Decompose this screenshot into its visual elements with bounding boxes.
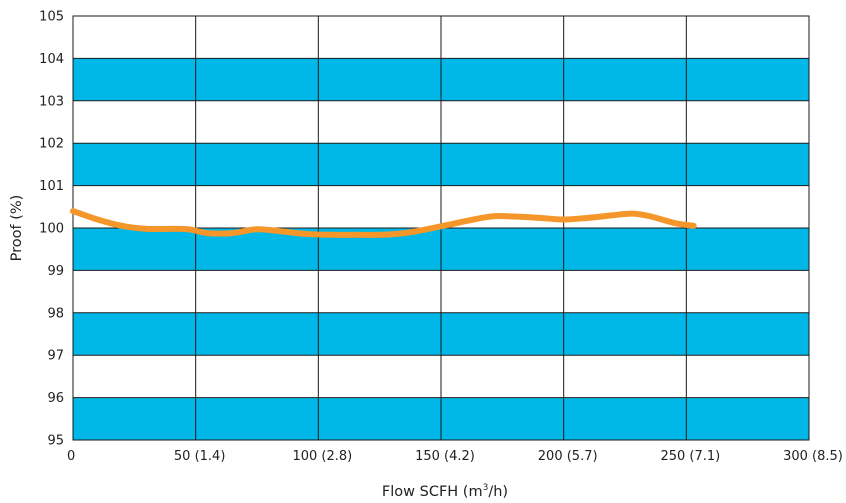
- x-tick-label-4: 200 (5.7): [538, 449, 598, 464]
- y-tick-label-0: 105: [39, 10, 64, 25]
- x-tick-label-1: 50 (1.4): [174, 449, 226, 464]
- y-tick-label-7: 98: [47, 306, 64, 321]
- x-tick-label-0: 0: [67, 449, 75, 464]
- y-tick-label-6: 99: [47, 264, 64, 279]
- y-tick-label-4: 101: [39, 179, 64, 194]
- x-tick-label-2: 100 (2.8): [292, 449, 352, 464]
- x-axis-label: Flow SCFH (m3/h): [382, 483, 508, 500]
- x-tick-label-3: 150 (4.2): [415, 449, 475, 464]
- x-tick-label-6: 300 (8.5): [783, 449, 843, 464]
- y-tick-label-8: 97: [47, 349, 64, 364]
- y-tick-label-3: 102: [39, 137, 64, 152]
- x-tick-labels: 0 50 (1.4) 100 (2.8) 150 (4.2) 200 (5.7) 250 …: [67, 449, 843, 464]
- y-tick-label-10: 95: [47, 434, 64, 449]
- series-line-0: [70, 208, 697, 238]
- y-axis-label: Proof (%): [9, 195, 25, 262]
- plot-grid: [72, 15, 810, 441]
- plot-series: [70, 208, 697, 238]
- y-tick-labels: 105 104 103 102 101 100 99 98 97 96 95: [39, 10, 64, 449]
- y-tick-label-9: 96: [47, 391, 64, 406]
- x-axis-label-main: Flow SCFH (m: [382, 484, 483, 500]
- plot-frame: [72, 15, 810, 441]
- y-tick-label-5: 100: [39, 222, 64, 237]
- x-tick-label-5: 250 (7.1): [660, 449, 720, 464]
- y-tick-label-2: 103: [39, 94, 64, 109]
- y-tick-label-1: 104: [39, 52, 64, 67]
- x-axis-label-superscript: 3: [483, 483, 489, 493]
- x-axis-label-tail: /h): [488, 484, 508, 500]
